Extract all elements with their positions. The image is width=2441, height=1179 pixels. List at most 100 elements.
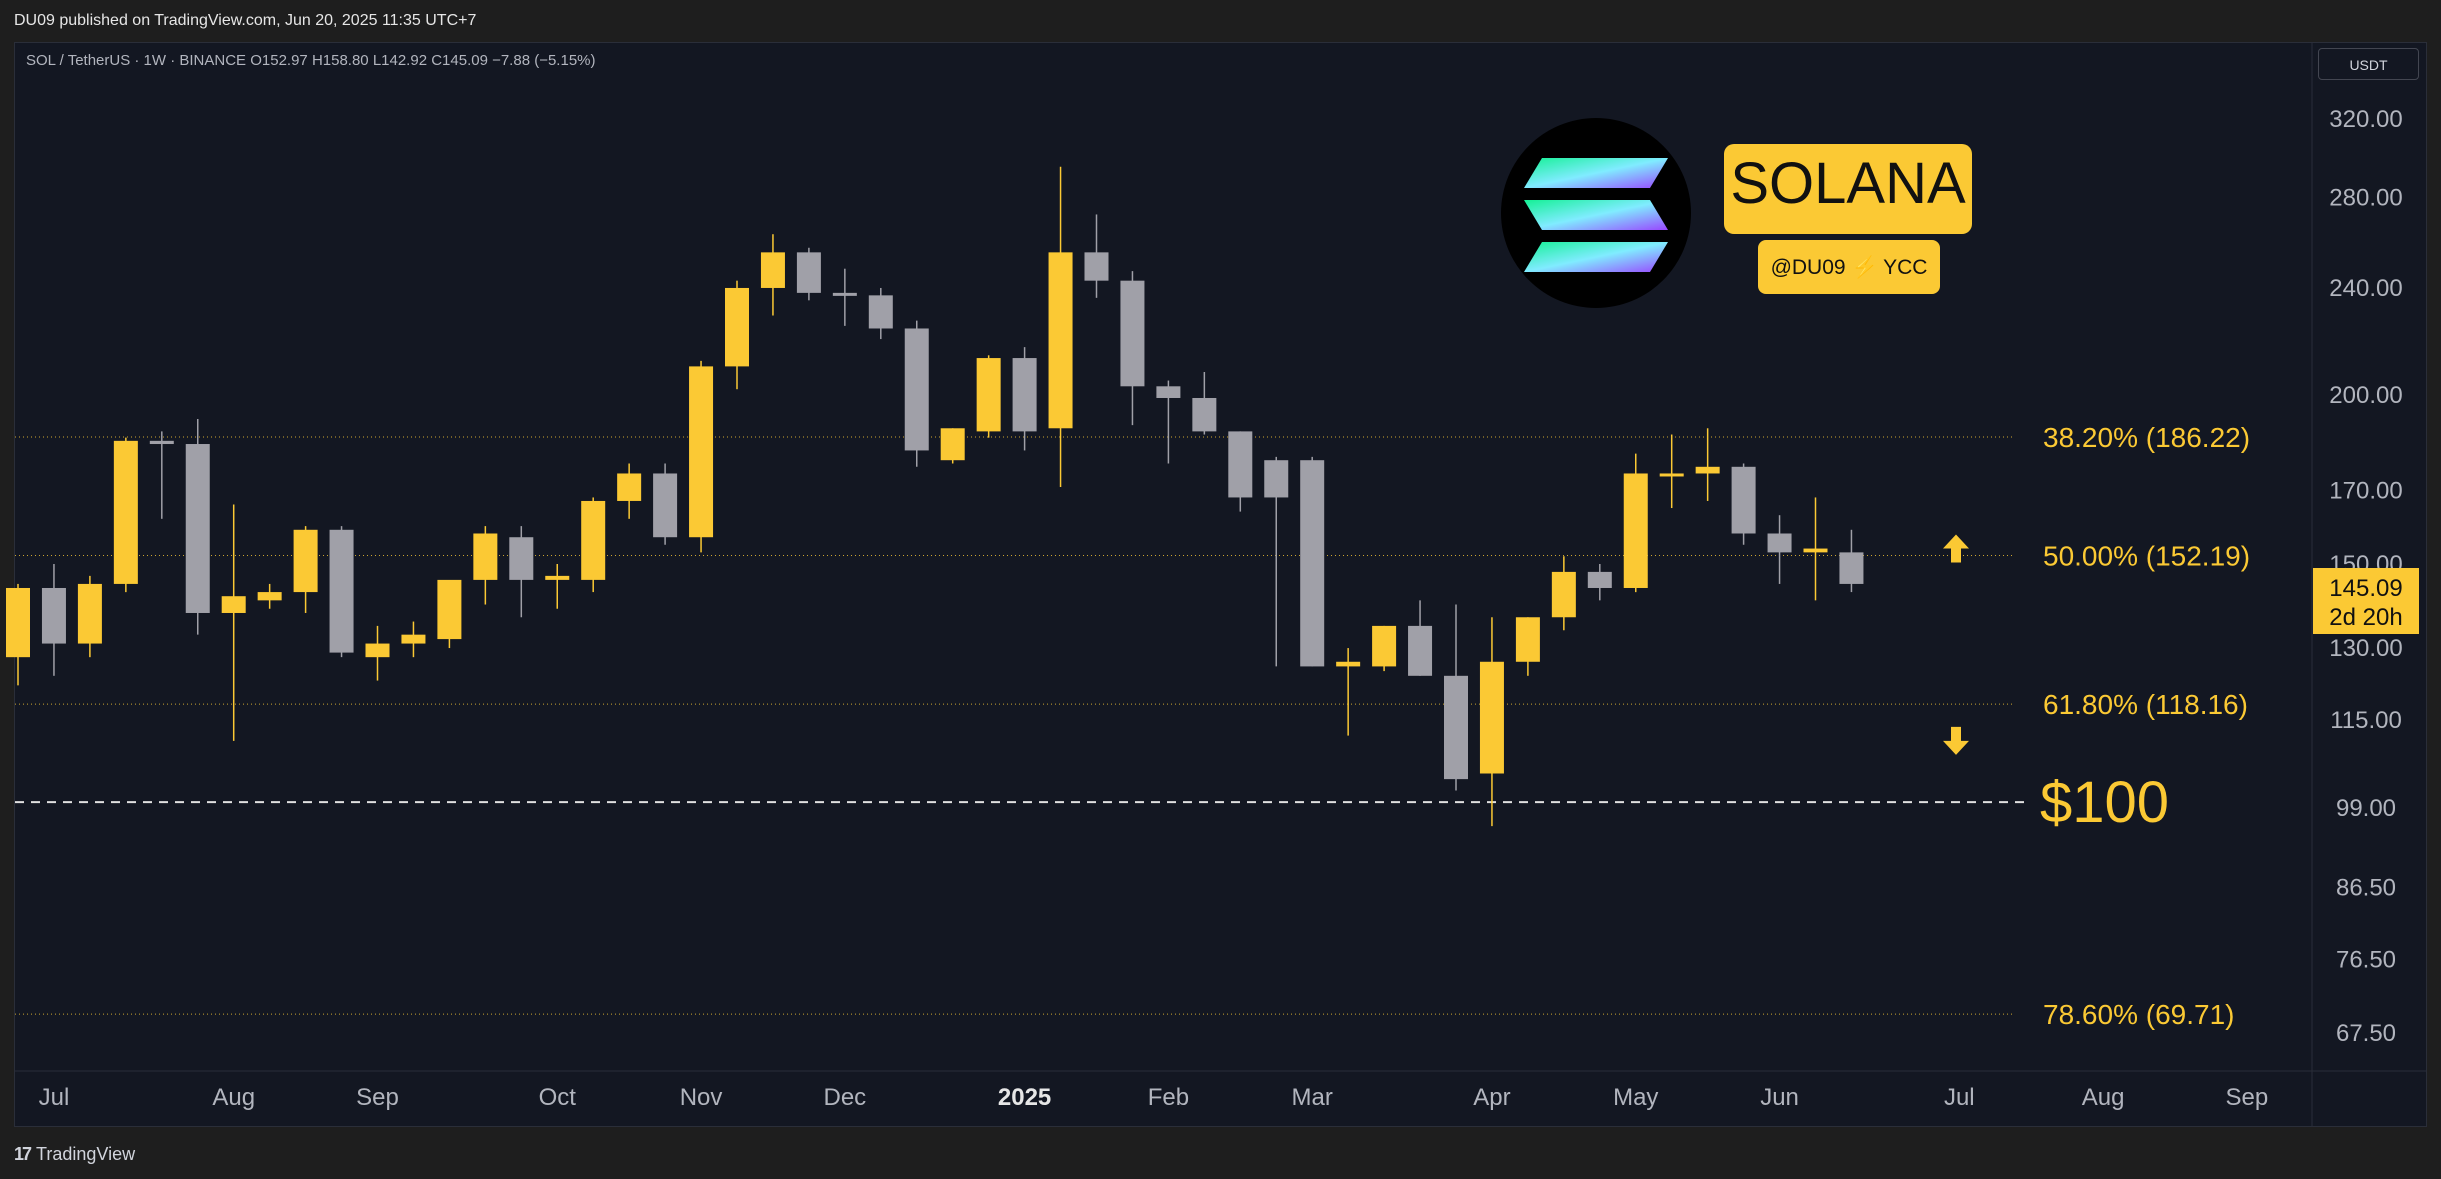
badge-title: SOLANA [1730,151,1966,216]
candle-body [1767,533,1792,553]
x-tick-label: May [1613,1084,1658,1111]
y-tick-label: 76.50 [2336,946,2396,973]
x-tick-label: Jul [39,1084,70,1111]
candle-body [581,500,606,580]
candle-body [976,358,1001,432]
candle-body [796,252,821,293]
candle [832,268,857,326]
candle [725,280,749,390]
axis-layer: 320.00280.00240.00200.00170.00150.00130.… [15,43,2426,1126]
candle [1372,625,1397,672]
candle [1336,648,1361,736]
candle-body [760,252,785,288]
candle-body [1336,661,1361,667]
candle-body [1731,466,1756,534]
x-tick-label: Aug [2082,1084,2125,1111]
candle [1192,372,1217,435]
x-tick-label: Apr [1473,1084,1510,1111]
y-tick-label: 320.00 [2329,106,2402,133]
x-tick-label: Jul [1944,1084,1975,1111]
x-tick-label: Aug [212,1084,255,1111]
y-tick-label: 115.00 [2330,707,2402,734]
candle [185,419,210,635]
last-price-value: 145.09 [2329,575,2402,602]
candle [257,583,282,609]
fib-level-label: 50.00% (152.19) [2043,540,2250,571]
candle-body [1192,397,1217,432]
published-text: DU09 published on TradingView.com, Jun 2… [14,12,477,29]
candle-body [6,587,30,658]
candle-body [1084,252,1109,281]
candle-body [257,592,282,601]
x-tick-label: Sep [356,1084,399,1111]
candle-body [1156,386,1181,398]
candle-body [832,292,857,296]
fib-layer: 38.20% (186.22) 50.00% (152.19) 61.80% (11… [15,422,2250,1030]
tradingview-logo-text: TradingView [36,1144,136,1164]
candle-body [365,643,390,658]
candle [1048,166,1073,488]
y-tick-label: 280.00 [2329,184,2402,211]
x-tick-label: Jun [1760,1084,1799,1111]
candle [1156,380,1181,464]
candle-body [41,587,66,644]
candle [1228,431,1253,512]
solana-badge: SOLANA @DU09 ⚡ YCC [1724,144,1972,294]
candle [437,579,462,649]
currency-button[interactable]: USDT [2318,48,2419,80]
chart-area[interactable] [14,42,2427,1127]
candle-body [545,575,570,580]
candle-body [940,428,965,461]
candle [1120,271,1145,426]
candle [868,287,893,340]
arrow-down-icon [1943,726,1969,755]
fib-level-label: 61.80% (118.16) [2043,689,2248,720]
candle-body [1839,552,1864,584]
chart-svg: 38.20% (186.22) 50.00% (152.19) 61.80% (11… [6,43,2426,1126]
badge-handle-line: @DU09 ⚡ YCC [1771,254,1928,280]
last-price-label: 145.09 2d 20h [2313,568,2419,634]
candle-body [293,529,318,593]
candle [1731,463,1756,545]
candle-body [1515,617,1540,662]
fib-level-label: 78.60% (69.71) [2043,999,2234,1030]
candle [1695,428,1720,501]
candle-body [1228,431,1253,498]
candle [221,504,246,741]
y-tick-label: 200.00 [2329,382,2402,409]
annotation-layer [1943,534,1969,755]
candle [149,431,174,519]
candle-body [1659,473,1684,477]
candle [1084,214,1109,298]
candle [545,564,570,609]
tradingview-logo[interactable]: 17 TradingView [14,1144,135,1165]
x-tick-label: 2025 [998,1084,1051,1111]
candle [976,355,1001,438]
candle [41,564,66,676]
x-tick-label: Sep [2226,1084,2269,1111]
tradingview-logo-icon: 17 [14,1144,32,1164]
candle [940,428,965,464]
candle-body [1300,460,1325,667]
y-tick-label: 240.00 [2329,275,2402,302]
candle [1012,347,1037,451]
candle-body [904,328,929,451]
candle [1479,617,1504,827]
candle [796,247,821,301]
candle-body [1012,358,1037,432]
header-bar: DU09 published on TradingView.com, Jun 2… [0,0,2441,42]
candle-body [689,366,714,538]
candle-body [1623,473,1648,588]
x-tick-label: Feb [1148,1084,1189,1111]
candle-body [329,529,354,653]
candle-body [473,533,498,580]
candle-body [221,596,246,613]
candle-body [437,579,462,640]
candle [617,463,642,519]
x-tick-label: Mar [1292,1084,1333,1111]
candle [365,625,390,681]
candle-body [1803,548,1828,553]
candle-body [401,634,426,644]
candle [6,583,30,686]
candle-body [653,473,678,538]
